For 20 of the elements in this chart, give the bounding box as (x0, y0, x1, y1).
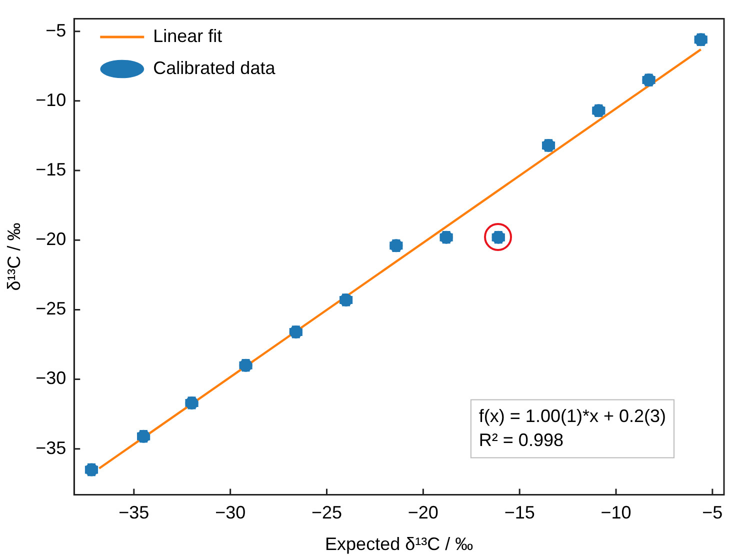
x-axis-title: Expected δ¹³C / ‰ (325, 534, 474, 554)
legend-label: Calibrated data (153, 58, 276, 78)
x-tick-label: −35 (118, 502, 150, 523)
y-tick-label: −25 (36, 298, 66, 319)
y-axis-title: δ¹³C / ‰ (4, 222, 24, 291)
annotation: f(x) = 1.00(1)*x + 0.2(3) (478, 406, 666, 426)
x-tick-label: −25 (311, 502, 342, 523)
annotation: R² = 0.998 (478, 430, 564, 450)
y-tick-label: −30 (36, 368, 66, 388)
x-tick-label: −15 (504, 502, 535, 523)
y-tick-label: −10 (36, 90, 66, 110)
x-tick-label: −10 (600, 502, 632, 523)
y-tick-label: −35 (36, 438, 66, 458)
y-tick-label: −15 (36, 159, 66, 180)
y-tick-label: −20 (36, 229, 66, 250)
legend-label: Linear fit (153, 26, 222, 46)
x-tick-label: −5 (702, 502, 723, 523)
x-tick-label: −20 (408, 502, 438, 523)
y-tick-label: −5 (46, 20, 66, 40)
x-tick-label: −30 (215, 502, 246, 523)
